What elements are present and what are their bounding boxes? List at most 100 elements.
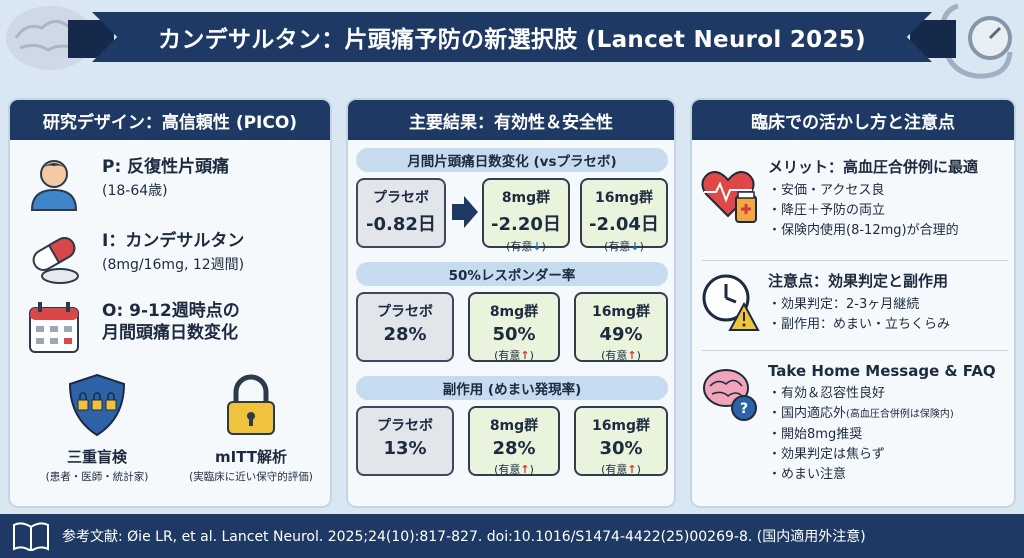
take-home-item: 開始8mg推奨 xyxy=(768,425,1014,445)
drug-16mg-box: 16mg群 -2.04日 (有意↓) xyxy=(580,178,668,253)
placebo-value: 13% xyxy=(383,438,427,459)
svg-text:?: ? xyxy=(740,401,748,417)
pico-intervention: I：カンデサルタン (8mg/16mg, 12週間) xyxy=(24,230,244,286)
mitt-title: mITT解析 xyxy=(214,448,288,466)
arrow-up-icon: ↑ xyxy=(520,463,530,476)
pico-p-detail: (18-64歳) xyxy=(102,183,168,199)
pico-population: P: 反復性片頭痛 (18-64歳) xyxy=(24,156,229,212)
drug-8mg-box: 8mg群 50% (有意↑) xyxy=(468,292,560,362)
reference-text: 参考文献: Øie LR, et al. Lancet Neurol. 2025… xyxy=(62,529,866,545)
gauge-background-icon xyxy=(940,3,1013,79)
drug-8mg-box: 8mg群 -2.20日 (有意↓) xyxy=(482,178,570,253)
arm-value: 28% xyxy=(492,438,536,459)
drug-8mg-box: 8mg群 28% (有意↑) xyxy=(468,406,560,476)
clinical-panel-header: 臨床での活かし方と注意点 xyxy=(692,100,1014,140)
caution-block: 注意点：効果判定と副作用 効果判定：2-3ヶ月継続 副作用：めまい・立ちくらみ xyxy=(700,270,1010,346)
results-panel: 主要結果：有効性＆安全性 月間片頭痛日数変化 (vsプラセボ) プラセボ -0.… xyxy=(346,98,676,508)
placebo-label: プラセボ xyxy=(373,190,429,206)
divider xyxy=(702,260,1008,261)
caution-item: 効果判定：2-3ヶ月継続 xyxy=(768,295,1014,315)
pico-outcome: O: 9-12週時点の 月間頭痛日数変化 xyxy=(24,300,240,356)
book-icon xyxy=(13,522,49,551)
merit-item: 保険内使用(8-12mg)が合理的 xyxy=(768,221,1014,241)
brain-question-icon: ? xyxy=(703,369,757,421)
merit-item: 降圧＋予防の両立 xyxy=(768,201,1014,221)
merit-block: メリット：高血圧合併例に最適 安価・アクセス良 降圧＋予防の両立 保険内使用(8… xyxy=(700,156,1010,256)
merit-title: メリット：高血圧合併例に最適 xyxy=(768,158,979,176)
result-section-label: 50%レスポンダー率 xyxy=(356,262,668,286)
significance-note: (有意↑) xyxy=(601,463,641,476)
arrow-up-icon: ↑ xyxy=(520,349,530,362)
placebo-box: プラセボ -0.82日 xyxy=(356,178,446,248)
drug-16mg-box: 16mg群 30% (有意↑) xyxy=(574,406,668,476)
significance-note: (有意↑) xyxy=(494,349,534,362)
take-home-item: 有効＆忍容性良好 xyxy=(768,384,1014,404)
placebo-box: プラセボ 13% xyxy=(356,406,454,476)
arm-value: -2.04日 xyxy=(589,214,659,235)
placebo-label: プラセボ xyxy=(377,304,433,320)
significance-note: (有意↓) xyxy=(506,240,546,253)
result-section-headache-days: 月間片頭痛日数変化 (vsプラセボ) プラセボ -0.82日 8mg群 -2.2… xyxy=(356,148,668,253)
caution-title: 注意点：効果判定と副作用 xyxy=(768,272,949,290)
caution-item: 副作用：めまい・立ちくらみ xyxy=(768,315,1014,335)
placebo-label: プラセボ xyxy=(377,418,433,434)
result-section-label: 副作用 (めまい発現率) xyxy=(356,376,668,400)
arm-label: 16mg群 xyxy=(594,190,654,206)
arm-label: 16mg群 xyxy=(591,418,651,434)
heart-medicine-icon xyxy=(701,171,757,223)
significance-note: (有意↑) xyxy=(601,349,641,362)
significance-note: (有意↓) xyxy=(604,240,644,253)
mitt-sub: (実臨床に近い保守的評価) xyxy=(189,471,313,483)
arrow-down-icon: ↓ xyxy=(630,240,640,253)
arm-value: -2.20日 xyxy=(491,214,561,235)
result-section-label: 月間片頭痛日数変化 (vsプラセボ) xyxy=(356,148,668,172)
pico-i-detail: (8mg/16mg, 12週間) xyxy=(102,257,245,273)
mitt-badge: mITT解析 (実臨床に近い保守的評価) xyxy=(176,372,326,484)
clinical-panel: 臨床での活かし方と注意点 メリット：高血圧合併例に最適 安価・アクセス良 降圧＋… xyxy=(690,98,1016,508)
calendar-icon xyxy=(29,302,79,353)
arm-label: 8mg群 xyxy=(501,190,551,206)
significance-note: (有意↑) xyxy=(494,463,534,476)
placebo-value: -0.82日 xyxy=(366,214,436,235)
footer: 参考文献: Øie LR, et al. Lancet Neurol. 2025… xyxy=(0,514,1024,558)
arm-value: 49% xyxy=(599,324,643,345)
triple-blind-sub: (患者・医師・統計家) xyxy=(45,471,149,483)
pill-icon xyxy=(32,237,79,284)
results-panel-header: 主要結果：有効性＆安全性 xyxy=(348,100,674,140)
triple-blind-title: 三重盲検 xyxy=(66,448,127,466)
arrow-right-icon xyxy=(452,196,478,228)
take-home-block: ? Take Home Message & FAQ 有効＆忍容性良好 国内適応外… xyxy=(700,362,1010,502)
arm-label: 8mg群 xyxy=(489,418,539,434)
take-home-note: (高血圧合併例は保険内) xyxy=(846,409,954,420)
result-section-responder: 50%レスポンダー率 プラセボ 28% 8mg群 50% (有意↑) 16mg群… xyxy=(356,262,668,364)
patient-icon xyxy=(30,160,78,211)
arrow-up-icon: ↑ xyxy=(627,463,637,476)
pico-p-label: P: 反復性片頭痛 xyxy=(102,157,230,177)
take-home-item: めまい注意 xyxy=(768,465,1014,485)
pico-i-label: I：カンデサルタン xyxy=(102,231,245,251)
pico-o-label-line2: 月間頭痛日数変化 xyxy=(102,323,238,343)
placebo-box: プラセボ 28% xyxy=(356,292,454,362)
arm-label: 16mg群 xyxy=(591,304,651,320)
take-home-title: Take Home Message & FAQ xyxy=(768,362,996,380)
page-title: カンデサルタン：片頭痛予防の新選択肢 (Lancet Neurol 2025) xyxy=(158,27,866,53)
take-home-item: 国内適応外(高血圧合併例は保険内) xyxy=(768,404,1014,425)
merit-item: 安価・アクセス良 xyxy=(768,181,1014,201)
divider xyxy=(702,350,1008,351)
arrow-down-icon: ↓ xyxy=(532,240,542,253)
arm-value: 50% xyxy=(492,324,536,345)
result-section-adverse: 副作用 (めまい発現率) プラセボ 13% 8mg群 28% (有意↑) 16m… xyxy=(356,376,668,478)
padlock-icon xyxy=(227,374,275,435)
clock-warning-icon xyxy=(702,274,760,331)
triple-blind-badge: 三重盲検 (患者・医師・統計家) xyxy=(32,372,162,484)
shield-lock-icon xyxy=(68,373,126,437)
title-banner: カンデサルタン：片頭痛予防の新選択肢 (Lancet Neurol 2025) xyxy=(92,12,932,62)
design-panel: 研究デザイン：高信頼性 (PICO) P: 反復性片頭痛 (18-64歳) I：… xyxy=(8,98,332,508)
placebo-value: 28% xyxy=(383,324,427,345)
drug-16mg-box: 16mg群 49% (有意↑) xyxy=(574,292,668,362)
design-panel-header: 研究デザイン：高信頼性 (PICO) xyxy=(10,100,330,140)
pico-o-label: O: 9-12週時点の xyxy=(102,301,240,321)
arm-value: 30% xyxy=(599,438,643,459)
take-home-item: 効果判定は焦らず xyxy=(768,445,1014,465)
arm-label: 8mg群 xyxy=(489,304,539,320)
